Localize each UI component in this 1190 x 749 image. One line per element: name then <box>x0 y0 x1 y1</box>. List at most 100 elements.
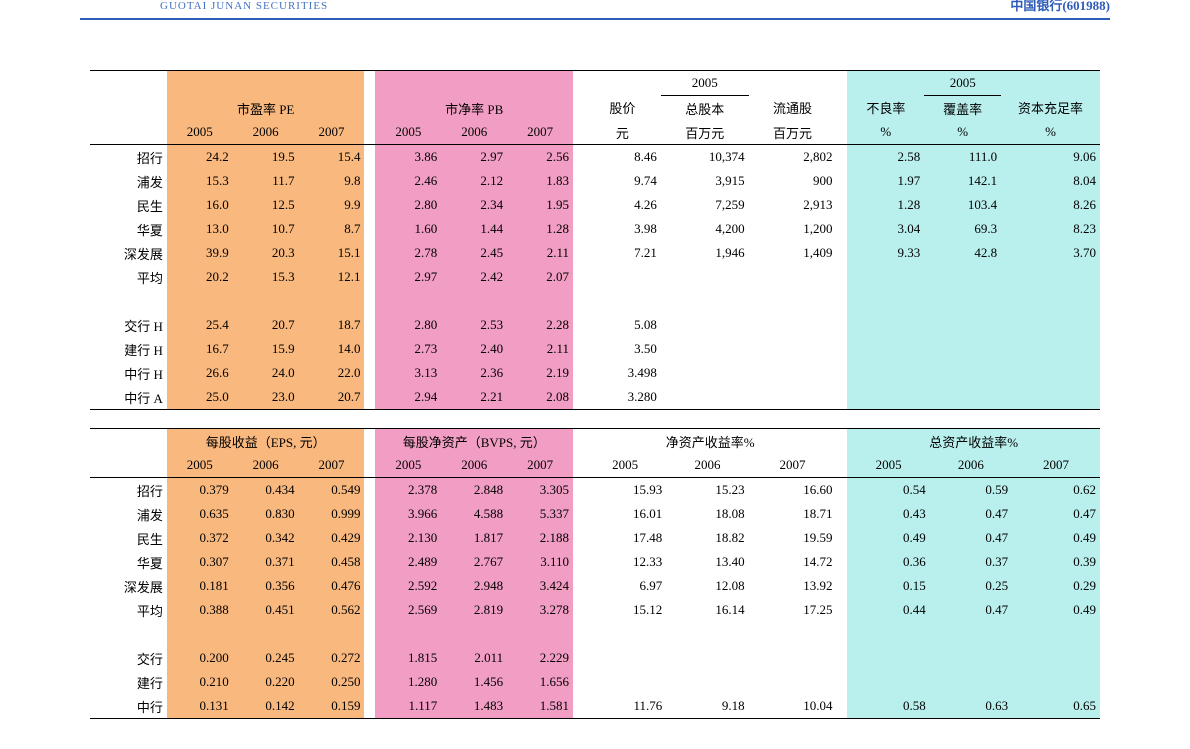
data-cell: 3.70 <box>1001 241 1100 265</box>
data-cell: 1.97 <box>847 169 924 193</box>
data-cell: 2.34 <box>441 193 507 217</box>
data-cell: 0.372 <box>167 526 233 550</box>
data-cell: 2.819 <box>441 598 507 622</box>
data-cell: 8.23 <box>1001 217 1100 241</box>
data-cell: 2.948 <box>441 574 507 598</box>
data-cell: 25.0 <box>167 385 233 410</box>
data-cell: 0.49 <box>847 526 929 550</box>
data-cell: 14.72 <box>749 550 837 574</box>
unit-total: 百万元 <box>661 120 749 145</box>
data-cell: 12.33 <box>584 550 666 574</box>
mkt-year: 2005 <box>661 71 749 96</box>
data-cell: 0.458 <box>299 550 365 574</box>
data-cell: 11.7 <box>233 169 299 193</box>
data-cell: 2.848 <box>441 478 507 503</box>
data-cell: 0.451 <box>233 598 299 622</box>
data-cell: 3.305 <box>507 478 573 503</box>
roe-y3: 2007 <box>749 453 837 478</box>
data-cell: 0.63 <box>930 694 1012 719</box>
data-cell: 17.25 <box>749 598 837 622</box>
data-cell: 0.58 <box>847 694 929 719</box>
data-cell <box>1012 670 1100 694</box>
data-cell <box>666 646 748 670</box>
col-car: 资本充足率 <box>1001 96 1100 121</box>
data-cell: 2.569 <box>375 598 441 622</box>
data-cell <box>930 646 1012 670</box>
data-cell: 0.356 <box>233 574 299 598</box>
data-cell: 3.278 <box>507 598 573 622</box>
data-cell: 2.19 <box>507 361 573 385</box>
data-cell: 103.4 <box>924 193 1001 217</box>
data-cell: 2.56 <box>507 145 573 170</box>
data-cell: 9.18 <box>666 694 748 719</box>
data-cell: 1.60 <box>375 217 441 241</box>
data-cell: 2.28 <box>507 313 573 337</box>
roa-y1: 2005 <box>847 453 929 478</box>
data-cell: 24.2 <box>167 145 233 170</box>
data-cell <box>661 265 749 289</box>
data-cell: 3.04 <box>847 217 924 241</box>
data-cell: 2.45 <box>441 241 507 265</box>
data-cell: 2.94 <box>375 385 441 410</box>
data-cell <box>749 646 837 670</box>
data-cell: 1.95 <box>507 193 573 217</box>
data-cell: 2.80 <box>375 313 441 337</box>
row-label: 平均 <box>90 598 167 622</box>
data-cell <box>847 313 924 337</box>
data-cell: 900 <box>749 169 837 193</box>
bvps-y2: 2006 <box>441 453 507 478</box>
data-cell: 2.36 <box>441 361 507 385</box>
data-cell: 4,200 <box>661 217 749 241</box>
data-cell: 2.46 <box>375 169 441 193</box>
data-cell: 0.200 <box>167 646 233 670</box>
data-cell: 1.44 <box>441 217 507 241</box>
data-cell: 0.272 <box>299 646 365 670</box>
data-cell <box>924 265 1001 289</box>
data-cell: 1.456 <box>441 670 507 694</box>
content-area: 市盈率 PE 市净率 PB 2005 2005 股价 总股本 流通股 不良率 覆… <box>0 30 1190 719</box>
data-cell: 14.0 <box>299 337 365 361</box>
data-cell: 2.592 <box>375 574 441 598</box>
data-cell: 11.76 <box>584 694 666 719</box>
data-cell <box>1012 646 1100 670</box>
data-cell: 1.83 <box>507 169 573 193</box>
row-label: 中行 A <box>90 385 167 410</box>
row-label: 浦发 <box>90 502 167 526</box>
roe-y1: 2005 <box>584 453 666 478</box>
col-npl: 不良率 <box>847 96 924 121</box>
eps-y1: 2005 <box>167 453 233 478</box>
data-cell: 3.110 <box>507 550 573 574</box>
data-cell: 0.44 <box>847 598 929 622</box>
row-label: 中行 H <box>90 361 167 385</box>
data-cell: 19.59 <box>749 526 837 550</box>
data-cell: 19.5 <box>233 145 299 170</box>
data-cell: 1.28 <box>847 193 924 217</box>
data-cell <box>749 265 837 289</box>
data-cell: 16.01 <box>584 502 666 526</box>
data-cell <box>1001 361 1100 385</box>
brand-text: GUOTAI JUNAN SECURITIES <box>160 0 328 12</box>
data-cell: 0.37 <box>930 550 1012 574</box>
data-cell: 0.15 <box>847 574 929 598</box>
data-cell <box>661 313 749 337</box>
row-label: 华夏 <box>90 550 167 574</box>
data-cell: 0.635 <box>167 502 233 526</box>
data-cell: 3.280 <box>584 385 661 410</box>
data-cell: 39.9 <box>167 241 233 265</box>
data-cell: 15.93 <box>584 478 666 503</box>
data-cell: 15.1 <box>299 241 365 265</box>
data-cell: 20.2 <box>167 265 233 289</box>
data-cell: 1,946 <box>661 241 749 265</box>
data-cell: 2,802 <box>749 145 837 170</box>
data-cell: 2.229 <box>507 646 573 670</box>
data-cell <box>749 337 837 361</box>
row-label: 民生 <box>90 193 167 217</box>
bvps-y3: 2007 <box>507 453 573 478</box>
data-cell: 0.47 <box>930 598 1012 622</box>
data-cell: 0.54 <box>847 478 929 503</box>
data-cell: 0.549 <box>299 478 365 503</box>
data-cell <box>924 337 1001 361</box>
data-cell: 12.08 <box>666 574 748 598</box>
data-cell: 0.62 <box>1012 478 1100 503</box>
data-cell <box>749 385 837 410</box>
